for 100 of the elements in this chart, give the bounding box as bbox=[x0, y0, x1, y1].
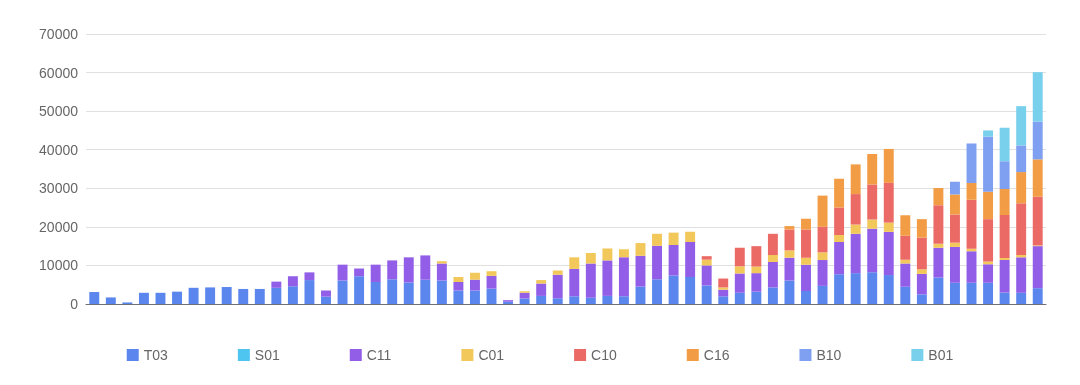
bar bbox=[138, 292, 149, 304]
bar bbox=[552, 270, 563, 275]
bar bbox=[767, 255, 778, 262]
bar bbox=[436, 280, 447, 304]
bar bbox=[916, 219, 927, 238]
bar bbox=[453, 277, 464, 283]
bar bbox=[635, 255, 646, 287]
bar bbox=[883, 182, 894, 223]
bar bbox=[337, 280, 348, 304]
bar bbox=[569, 268, 580, 297]
bar bbox=[983, 191, 994, 220]
bar bbox=[436, 261, 447, 264]
bar bbox=[950, 181, 960, 195]
bar bbox=[685, 241, 696, 277]
bar bbox=[453, 290, 464, 304]
bar bbox=[1016, 106, 1027, 146]
bar bbox=[701, 285, 712, 304]
bar bbox=[205, 287, 216, 304]
bar bbox=[1032, 246, 1043, 289]
bar bbox=[817, 252, 828, 261]
bar bbox=[701, 265, 712, 286]
y-tick-label: 30000 bbox=[39, 180, 79, 197]
bar bbox=[287, 276, 298, 287]
bar bbox=[850, 194, 861, 225]
bar bbox=[254, 288, 265, 304]
bar bbox=[950, 282, 960, 304]
bar bbox=[751, 246, 762, 267]
bar bbox=[867, 184, 878, 220]
bar bbox=[933, 243, 944, 248]
legend-label: C16 bbox=[703, 347, 730, 363]
y-tick-label: 60000 bbox=[39, 64, 79, 81]
bar bbox=[420, 255, 431, 280]
bar bbox=[784, 257, 795, 281]
bar bbox=[321, 290, 331, 297]
bar bbox=[999, 214, 1010, 259]
bar bbox=[751, 291, 762, 304]
bar bbox=[370, 282, 381, 304]
bar bbox=[801, 290, 811, 304]
bar bbox=[519, 292, 530, 299]
bar bbox=[751, 266, 762, 274]
bar bbox=[1032, 196, 1043, 246]
bar bbox=[834, 234, 845, 242]
bar bbox=[999, 189, 1010, 215]
bar bbox=[867, 228, 878, 273]
bar bbox=[238, 288, 249, 304]
y-tick-label: 0 bbox=[70, 296, 79, 312]
bar bbox=[734, 266, 745, 274]
legend-label: C11 bbox=[366, 347, 392, 363]
bar bbox=[734, 273, 745, 293]
bar bbox=[1032, 288, 1043, 304]
bar bbox=[1016, 292, 1027, 304]
bar bbox=[767, 233, 778, 256]
bar bbox=[784, 226, 795, 230]
bar bbox=[585, 263, 596, 298]
bar bbox=[321, 296, 331, 304]
bar bbox=[867, 219, 878, 229]
bar bbox=[966, 251, 977, 283]
bar bbox=[1016, 257, 1027, 293]
bar bbox=[900, 235, 911, 260]
bar bbox=[1016, 172, 1027, 204]
y-tick-label: 40000 bbox=[39, 141, 79, 158]
y-tick-label: 10000 bbox=[39, 257, 79, 274]
bar bbox=[850, 233, 861, 274]
bar bbox=[602, 248, 613, 261]
bar bbox=[652, 279, 662, 304]
bar bbox=[536, 280, 547, 284]
bar bbox=[950, 194, 960, 215]
bar bbox=[850, 224, 861, 234]
bar bbox=[751, 273, 762, 292]
bar bbox=[767, 261, 778, 288]
bar bbox=[304, 280, 315, 304]
bar bbox=[172, 291, 182, 304]
bar bbox=[718, 296, 729, 304]
bar bbox=[486, 271, 497, 276]
bar bbox=[916, 237, 927, 270]
bar bbox=[89, 292, 100, 304]
bar bbox=[221, 287, 232, 304]
bar bbox=[652, 233, 662, 246]
bar bbox=[734, 247, 745, 267]
bar bbox=[403, 257, 414, 283]
bar bbox=[105, 297, 116, 304]
legend-label: T03 bbox=[143, 347, 169, 363]
bar bbox=[817, 226, 828, 253]
bar bbox=[354, 268, 365, 277]
bar bbox=[916, 273, 927, 295]
bar bbox=[370, 264, 381, 283]
bar bbox=[801, 264, 811, 291]
bar bbox=[834, 274, 845, 304]
bar bbox=[668, 232, 679, 245]
bar bbox=[552, 298, 563, 304]
bar bbox=[1032, 159, 1043, 197]
bar bbox=[999, 127, 1010, 162]
bar bbox=[983, 130, 994, 137]
bar bbox=[1016, 203, 1027, 256]
legend-label: B10 bbox=[816, 347, 842, 363]
legend-label: C10 bbox=[591, 347, 617, 363]
bar bbox=[999, 260, 1010, 293]
bar bbox=[470, 290, 480, 304]
bar bbox=[801, 218, 811, 230]
bar bbox=[817, 285, 828, 304]
